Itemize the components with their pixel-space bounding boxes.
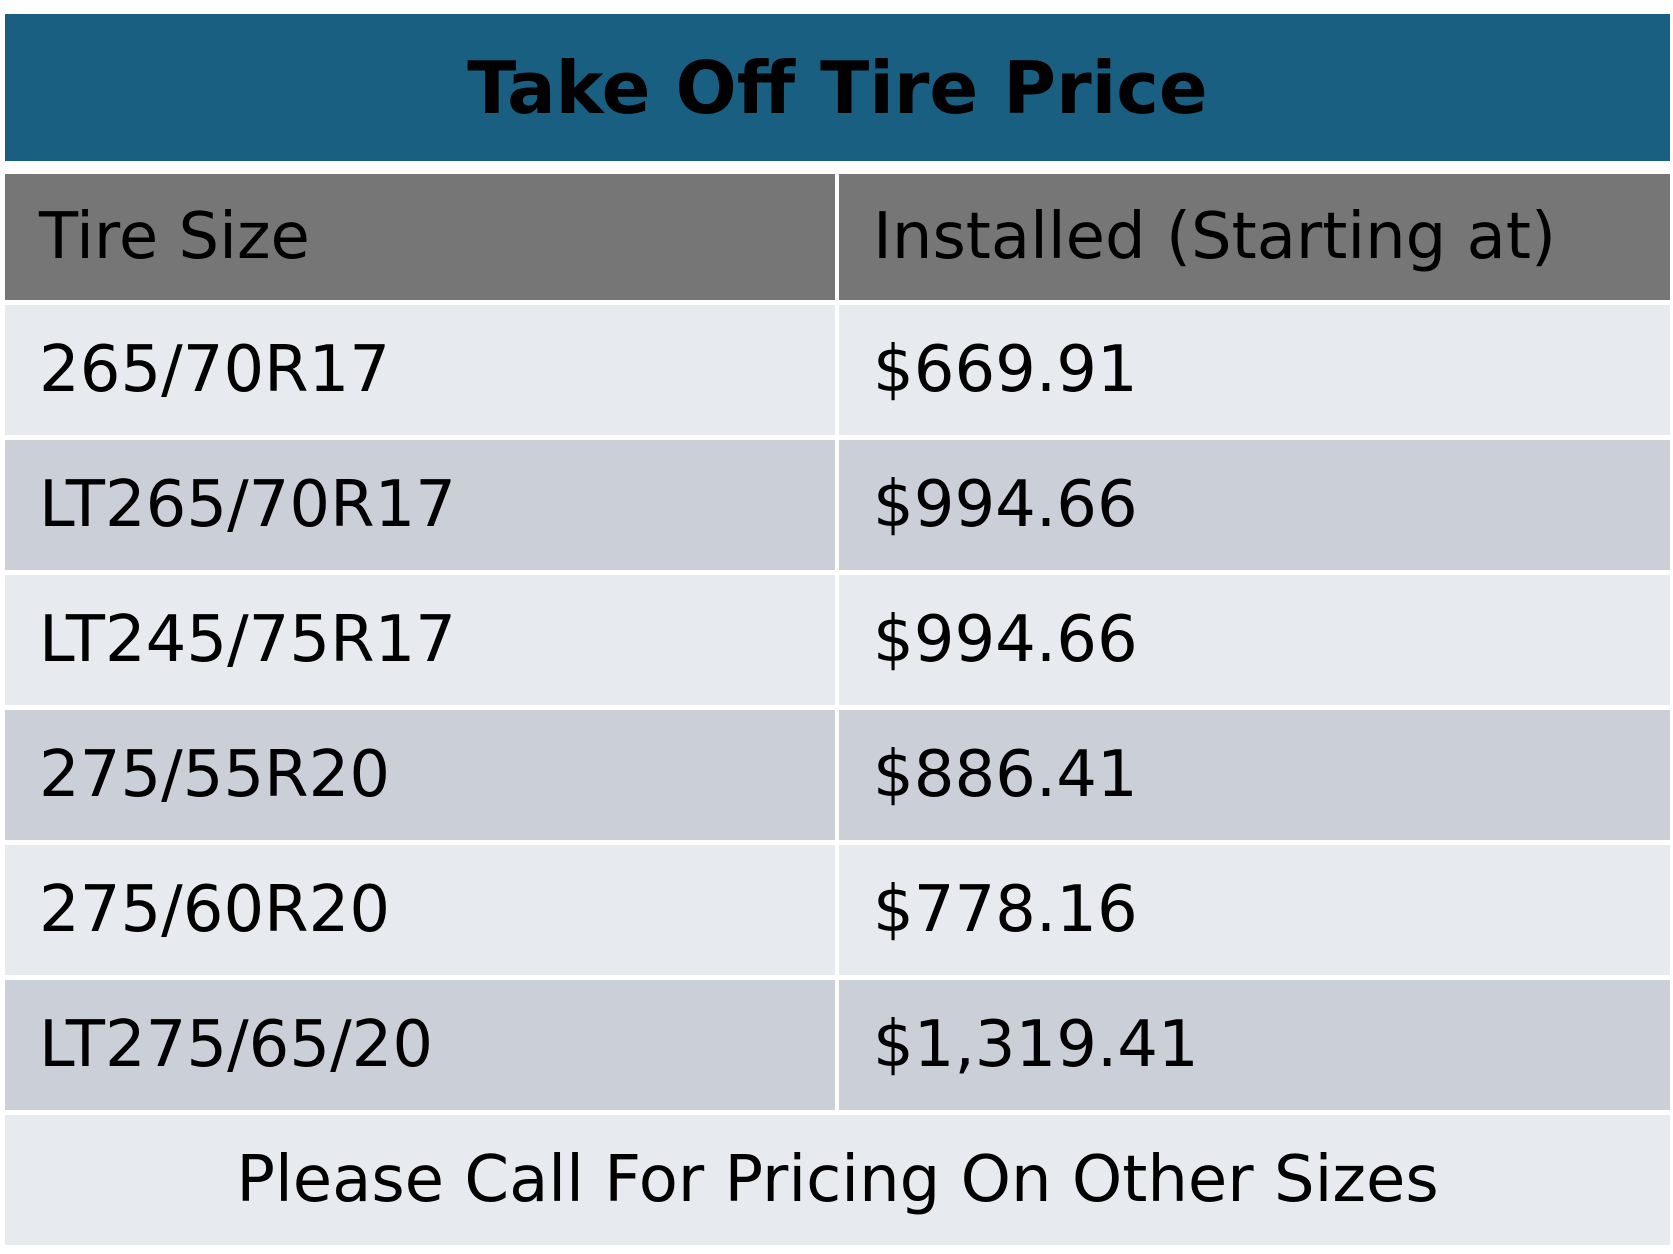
price-cell: $886.41 bbox=[839, 710, 1670, 840]
size-cell: LT275/65/20 bbox=[5, 980, 835, 1110]
size-cell: 275/55R20 bbox=[5, 710, 835, 840]
size-cell-text: LT265/70R17 bbox=[39, 468, 456, 542]
title-bar: Take Off Tire Price bbox=[5, 14, 1670, 161]
title: Take Off Tire Price bbox=[467, 45, 1208, 130]
size-cell: LT265/70R17 bbox=[5, 440, 835, 570]
price-cell: $1,319.41 bbox=[839, 980, 1670, 1110]
price-cell-text: $1,319.41 bbox=[873, 1008, 1199, 1082]
size-cell: 265/70R17 bbox=[5, 305, 835, 435]
size-cell-text: 275/60R20 bbox=[39, 873, 391, 947]
price-cell-text: $994.66 bbox=[873, 468, 1138, 542]
column-header: Installed (Starting at) bbox=[839, 174, 1670, 300]
footer-note-text: Please Call For Pricing On Other Sizes bbox=[236, 1143, 1439, 1217]
price-cell: $669.91 bbox=[839, 305, 1670, 435]
price-cell: $994.66 bbox=[839, 575, 1670, 705]
size-cell-text: LT275/65/20 bbox=[39, 1008, 434, 1082]
price-cell: $994.66 bbox=[839, 440, 1670, 570]
size-cell-text: 275/55R20 bbox=[39, 738, 391, 812]
column-header: Tire Size bbox=[5, 174, 835, 300]
footer-note: Please Call For Pricing On Other Sizes bbox=[5, 1115, 1670, 1245]
price-cell-text: $669.91 bbox=[873, 333, 1138, 407]
size-cell-text: LT245/75R17 bbox=[39, 603, 456, 677]
column-header-text: Installed (Starting at) bbox=[873, 200, 1556, 274]
price-cell-text: $886.41 bbox=[873, 738, 1138, 812]
column-header-text: Tire Size bbox=[39, 200, 310, 274]
price-cell-text: $778.16 bbox=[873, 873, 1138, 947]
size-cell: LT245/75R17 bbox=[5, 575, 835, 705]
price-cell: $778.16 bbox=[839, 845, 1670, 975]
size-cell-text: 265/70R17 bbox=[39, 333, 391, 407]
size-cell: 275/60R20 bbox=[5, 845, 835, 975]
price-cell-text: $994.66 bbox=[873, 603, 1138, 677]
